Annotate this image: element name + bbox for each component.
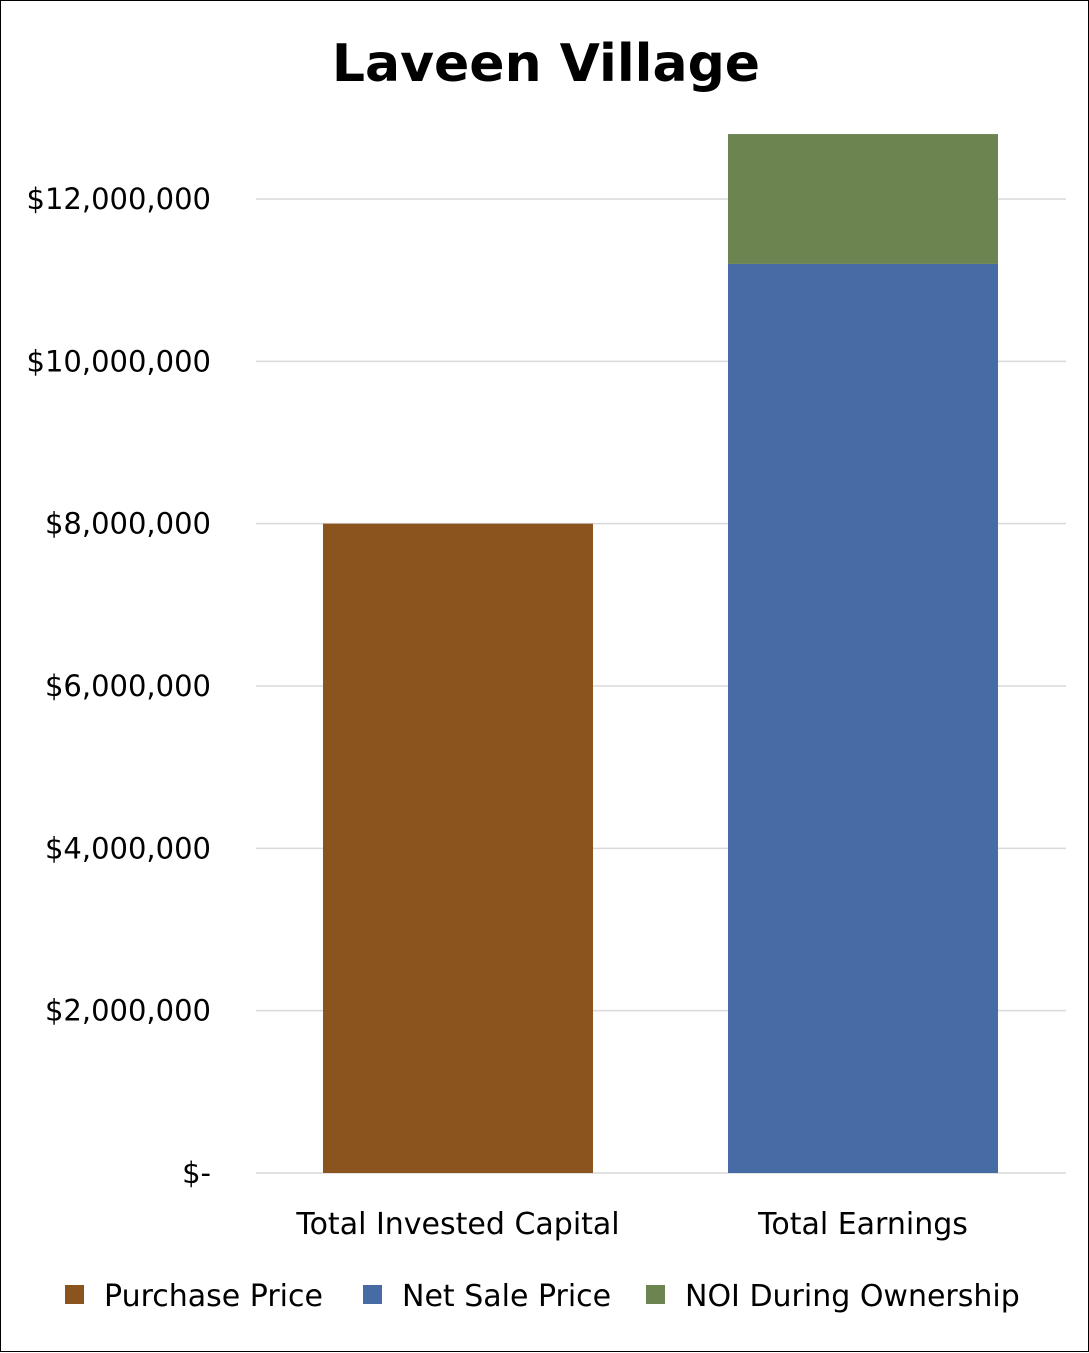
y-tick-label: $2,000,000 (45, 994, 211, 1028)
legend-swatch (363, 1285, 382, 1304)
x-axis-categories: Total Invested Capital Total Earnings (295, 1207, 968, 1242)
legend-swatch (646, 1285, 665, 1304)
y-tick-label: $12,000,000 (27, 182, 212, 216)
y-tick-label: $- (182, 1156, 211, 1190)
legend-label: Net Sale Price (402, 1279, 611, 1314)
y-tick-label: $10,000,000 (27, 344, 212, 378)
legend: Purchase Price Net Sale Price NOI During O… (65, 1279, 1020, 1314)
chart-title: Laveen Village (332, 34, 760, 94)
y-tick-label: $6,000,000 (45, 669, 211, 703)
bar-segment (323, 523, 593, 1173)
y-tick-label: $4,000,000 (45, 831, 211, 865)
legend-label: Purchase Price (104, 1279, 323, 1314)
legend-swatch (65, 1285, 84, 1304)
bar-segment (728, 263, 998, 1173)
bar-segment (728, 134, 998, 264)
x-category-label: Total Earnings (757, 1207, 968, 1242)
bars (323, 134, 998, 1173)
legend-label: NOI During Ownership (685, 1279, 1020, 1314)
y-axis-ticks: $- $2,000,000 $4,000,000 $6,000,000 $8,000,0… (27, 182, 212, 1190)
x-category-label: Total Invested Capital (295, 1207, 619, 1242)
y-tick-label: $8,000,000 (45, 507, 211, 541)
